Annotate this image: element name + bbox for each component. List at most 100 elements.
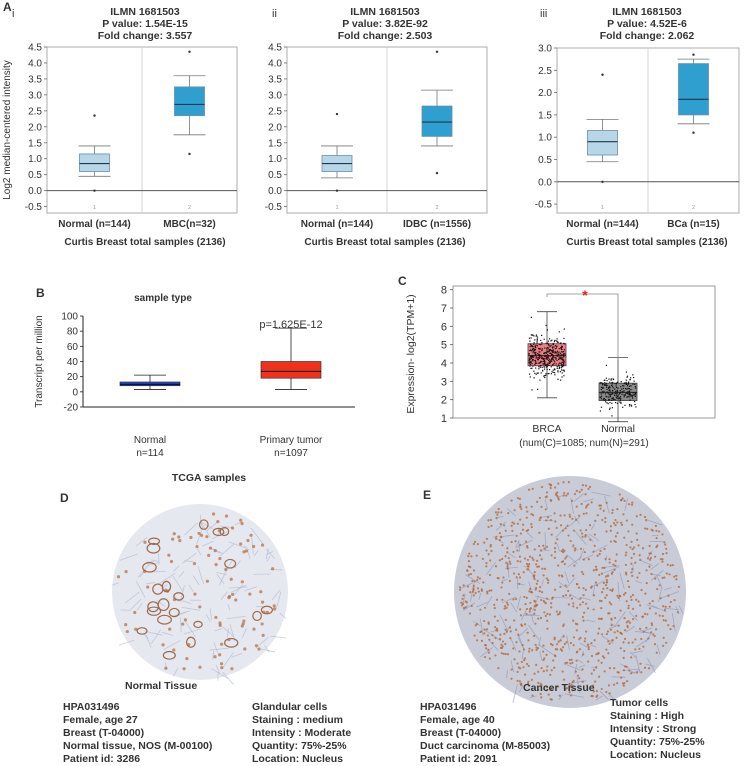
panel-e-tissue-title: Cancer Tissue	[523, 682, 595, 695]
panel-e-stained-nucleus	[477, 587, 479, 589]
panel-e-stained-nucleus	[516, 576, 518, 578]
panel-e-stained-nucleus	[617, 630, 619, 632]
panel-e-stained-nucleus	[481, 640, 483, 642]
panel-e-stained-nucleus	[633, 553, 635, 555]
panel-e-stained-nucleus	[516, 549, 518, 551]
panel-c-sample-point	[548, 373, 549, 374]
panel-e-stained-nucleus	[673, 599, 675, 601]
panel-e-stained-nucleus	[558, 613, 560, 615]
panel-e-stained-nucleus	[512, 598, 514, 600]
panel-d-info-left-4: Patient id: 3286	[63, 753, 140, 766]
panel-e-stained-nucleus	[525, 540, 527, 542]
panel-c-group-label: Normal	[601, 423, 635, 435]
panel-e-stained-nucleus	[551, 598, 553, 600]
panel-e-stained-nucleus	[506, 631, 508, 633]
panel-c-sample-point	[558, 358, 559, 359]
panel-e-stained-nucleus	[570, 540, 572, 542]
panel-e-stained-nucleus	[619, 595, 621, 597]
panel-e-stained-nucleus	[627, 530, 629, 532]
panel-e-stained-nucleus	[605, 584, 607, 586]
panel-d-stained-nucleus	[124, 623, 127, 626]
panel-e-stained-nucleus	[546, 491, 548, 493]
panel-e-stained-nucleus	[626, 519, 628, 521]
panel-c-sample-point	[564, 353, 565, 354]
panel-c-sample-point	[629, 405, 630, 406]
panel-c-sample-point	[550, 345, 551, 346]
panel-e-stained-nucleus	[473, 594, 475, 596]
panel-e-stained-nucleus	[486, 628, 488, 630]
panel-e-stained-nucleus	[488, 623, 490, 625]
panel-d-stained-nucleus	[213, 655, 216, 658]
panel-e-stained-nucleus	[536, 583, 538, 585]
panel-e-stained-nucleus	[656, 652, 658, 654]
panel-e-stained-nucleus	[583, 513, 585, 515]
panel-e-stained-nucleus	[624, 500, 626, 502]
panel-e-stained-nucleus	[539, 497, 541, 499]
panel-d-stained-nucleus	[178, 539, 181, 542]
panel-a2-ytick-label: 3.5	[268, 74, 282, 85]
panel-a1-ytick-label: 4.5	[28, 43, 42, 54]
panel-c-sample-point	[550, 346, 551, 347]
panel-d-stained-nucleus	[183, 667, 186, 670]
panel-c-sample-point	[634, 384, 635, 385]
panel-c-sample-point	[561, 349, 562, 350]
panel-e-stained-nucleus	[553, 636, 555, 638]
panel-e-stained-nucleus	[588, 558, 590, 560]
panel-a3-title-line: ILMN 1681503	[612, 6, 682, 18]
panel-c-sample-point	[548, 345, 549, 346]
panel-c-sample-point	[634, 401, 635, 402]
panel-e-stained-nucleus	[634, 638, 636, 640]
panel-e-info-right-1: Staining : High	[610, 710, 684, 723]
panel-e-stained-nucleus	[516, 662, 518, 664]
panel-b-ytick-label: 40	[67, 357, 79, 368]
panel-e-stained-nucleus	[495, 511, 497, 513]
panel-e-stained-nucleus	[606, 579, 608, 581]
panel-e-stained-nucleus	[521, 644, 523, 646]
panel-e-stained-nucleus	[501, 558, 503, 560]
panel-b-box	[261, 362, 321, 379]
panel-c-sample-point	[560, 353, 561, 354]
panel-d-stained-nucleus	[261, 601, 264, 604]
panel-d-stained-nucleus	[171, 538, 174, 541]
panel-e-stained-nucleus	[547, 516, 549, 518]
panel-e-stained-nucleus	[541, 591, 543, 593]
panel-e-stained-nucleus	[664, 543, 666, 545]
panel-e-stained-nucleus	[662, 553, 664, 555]
panel-c-sample-point	[621, 394, 622, 395]
panel-e-stained-nucleus	[495, 536, 497, 538]
panel-c-sample-point	[557, 379, 558, 380]
panel-d-tissue-title: Normal Tissue	[125, 680, 197, 693]
panel-c-sample-point	[624, 394, 625, 395]
panel-e-stained-nucleus	[490, 589, 492, 591]
panel-e-stained-nucleus	[527, 639, 529, 641]
panel-c-sample-point	[600, 410, 601, 411]
panel-c-sample-point	[538, 354, 539, 355]
panel-c-sample-point	[546, 352, 547, 353]
panel-e-stained-nucleus	[500, 586, 502, 588]
panel-e-info-left-0: HPA031496	[420, 701, 476, 714]
panel-c-sample-point	[543, 359, 544, 360]
panel-e-stained-nucleus	[469, 591, 471, 593]
panel-e-stained-nucleus	[542, 644, 544, 646]
panel-d-stained-nucleus	[167, 554, 170, 557]
panel-a2-ytick-label: 2.0	[268, 122, 282, 133]
panel-a1-box	[80, 154, 110, 172]
panel-c-sample-point	[563, 363, 564, 364]
panel-c-sample-point	[627, 391, 628, 392]
panel-e-stained-nucleus	[605, 575, 607, 577]
panel-c-sample-point	[529, 340, 530, 341]
panel-d-stained-nucleus	[234, 598, 237, 601]
panel-e-stained-nucleus	[525, 613, 527, 615]
panel-e-stained-nucleus	[610, 530, 612, 532]
panel-e-stained-nucleus	[589, 539, 591, 541]
panel-c-sample-point	[529, 374, 530, 375]
panel-e-stained-nucleus	[598, 618, 600, 620]
panel-e-stained-nucleus	[661, 577, 663, 579]
panel-c-sample-point	[538, 366, 539, 367]
panel-a1-ytick-label: 1.0	[28, 154, 42, 165]
panel-e-stained-nucleus	[490, 550, 492, 552]
panel-c-sample-point	[610, 380, 611, 381]
panel-c-sample-point	[533, 371, 534, 372]
panel-c-count-label: (num(C)=1085; num(N)=291)	[519, 438, 649, 449]
panel-e-stained-nucleus	[506, 607, 508, 609]
